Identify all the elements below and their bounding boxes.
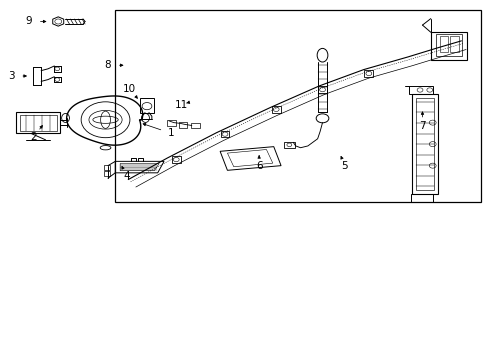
Text: 10: 10 xyxy=(122,84,136,94)
Text: 1: 1 xyxy=(168,129,174,138)
Bar xyxy=(104,171,110,176)
Bar xyxy=(140,98,154,113)
Text: 6: 6 xyxy=(255,161,262,171)
Bar xyxy=(16,112,60,134)
Text: 4: 4 xyxy=(123,171,129,181)
Bar xyxy=(178,122,187,128)
Bar xyxy=(115,10,480,202)
Bar xyxy=(171,156,180,163)
Bar xyxy=(439,36,447,52)
Bar xyxy=(415,98,433,190)
Text: 8: 8 xyxy=(104,60,111,70)
Text: 7: 7 xyxy=(418,121,425,131)
Bar xyxy=(104,165,110,170)
Text: 2: 2 xyxy=(30,132,37,142)
Bar xyxy=(435,34,462,55)
Bar xyxy=(190,123,199,128)
Bar xyxy=(318,86,326,93)
Text: 3: 3 xyxy=(8,71,15,81)
Bar xyxy=(408,86,432,94)
Bar xyxy=(364,70,372,77)
Bar xyxy=(411,94,437,194)
Bar xyxy=(220,131,229,137)
Text: 11: 11 xyxy=(174,100,187,110)
Bar xyxy=(283,142,295,148)
Bar xyxy=(167,120,176,126)
Bar xyxy=(271,106,280,113)
Text: 9: 9 xyxy=(25,17,32,27)
Text: 5: 5 xyxy=(341,161,347,171)
Bar xyxy=(410,194,432,202)
Bar xyxy=(449,36,458,52)
Bar xyxy=(20,115,57,131)
Bar xyxy=(430,32,467,60)
